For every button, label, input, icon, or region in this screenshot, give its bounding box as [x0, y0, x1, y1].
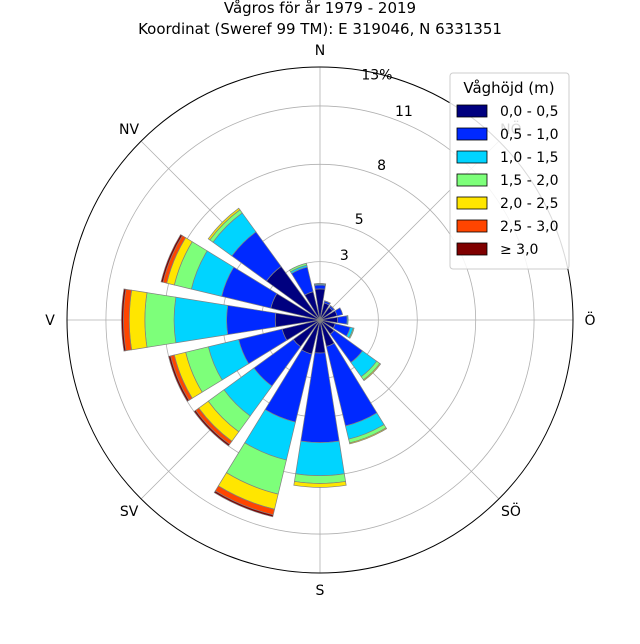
legend-frame [449, 72, 570, 270]
bar-segment-v-s4 [128, 289, 148, 351]
compass-label: SV [120, 504, 139, 520]
bar-segment-nnö-s2 [324, 300, 331, 304]
bar-segment-nv-s4 [207, 207, 241, 241]
legend-label: 2,0 - 2,5 [500, 196, 558, 212]
bar-segment-vnv-s6 [160, 234, 183, 283]
legend-label: 1,5 - 2,0 [500, 173, 558, 189]
radial-tick-labels: 3 5 8 11 13% [340, 67, 413, 264]
bar-segment-v-s2 [173, 296, 229, 344]
compass-label: SÖ [501, 502, 521, 520]
legend-title: Våghöjd (m) [463, 79, 554, 97]
legend-label: 0,5 - 1,0 [500, 127, 558, 143]
compass-label: V [45, 313, 55, 329]
bar-segment-ö-s2 [346, 315, 349, 325]
bar-segment-v-s3 [144, 292, 177, 348]
bar-segment-vsv-s6 [168, 355, 190, 402]
legend-swatch [456, 242, 488, 256]
radial-max-label: 13% [361, 67, 392, 83]
legend-swatch [456, 150, 488, 164]
bar-segment-ssö-s4 [349, 427, 388, 445]
legend: Våghöjd (m) 0,0 - 0,5 0,5 - 1,0 1,0 - 1,5 1… [449, 72, 570, 270]
compass-label: NV [119, 122, 139, 138]
bar-segment-sv-s6 [193, 409, 231, 447]
rose-bars [121, 207, 388, 518]
radial-tick-label: 3 [340, 248, 349, 264]
legend-swatch [456, 104, 488, 118]
bar-segment-v-s6 [121, 288, 127, 352]
bar-segment-s-s4 [293, 481, 347, 488]
legend-label: 0,0 - 0,5 [500, 104, 558, 120]
bar-segment-n-s1 [314, 284, 326, 290]
outer-circle [66, 66, 574, 574]
bar-segment-ö-s1 [336, 315, 348, 325]
bar-segment-önö-s1 [334, 307, 344, 317]
bar-segment-sö-s4 [362, 362, 382, 382]
bar-segment-nnv-s3 [289, 262, 308, 273]
legend-items: 0,0 - 0,5 0,5 - 1,0 1,0 - 1,5 1,5 - 2,0 2,0 … [456, 104, 558, 258]
legend-swatch [456, 173, 488, 187]
chart-title: Vågros för år 1979 - 2019 [224, 0, 416, 17]
bar-segment-v-s1 [226, 304, 277, 336]
radial-tick-label: 5 [355, 212, 364, 228]
chart-subtitle: Koordinat (Sweref 99 TM): E 319046, N 63… [138, 20, 502, 38]
compass-label: S [316, 583, 325, 599]
legend-swatch [456, 196, 488, 210]
radial-tick-label: 8 [377, 158, 386, 174]
legend-swatch [456, 127, 488, 141]
legend-swatch [456, 219, 488, 233]
bar-segment-ssv-s6 [213, 490, 274, 518]
legend-label: 2,5 - 3,0 [500, 219, 558, 235]
bar-segment-s-s2 [295, 440, 345, 476]
compass-label: Ö [584, 311, 595, 329]
bar-segment-ösö-s3 [348, 327, 355, 339]
compass-labels: NNÖÖSÖSSVVNV [45, 43, 595, 599]
legend-label: 1,0 - 1,5 [500, 150, 558, 166]
bar-segment-n-s3 [313, 283, 327, 285]
bar-segment-nö-s2 [329, 305, 335, 311]
radial-tick-label: 11 [395, 104, 413, 120]
compass-label: N [315, 43, 325, 59]
legend-label: ≥ 3,0 [500, 242, 538, 258]
